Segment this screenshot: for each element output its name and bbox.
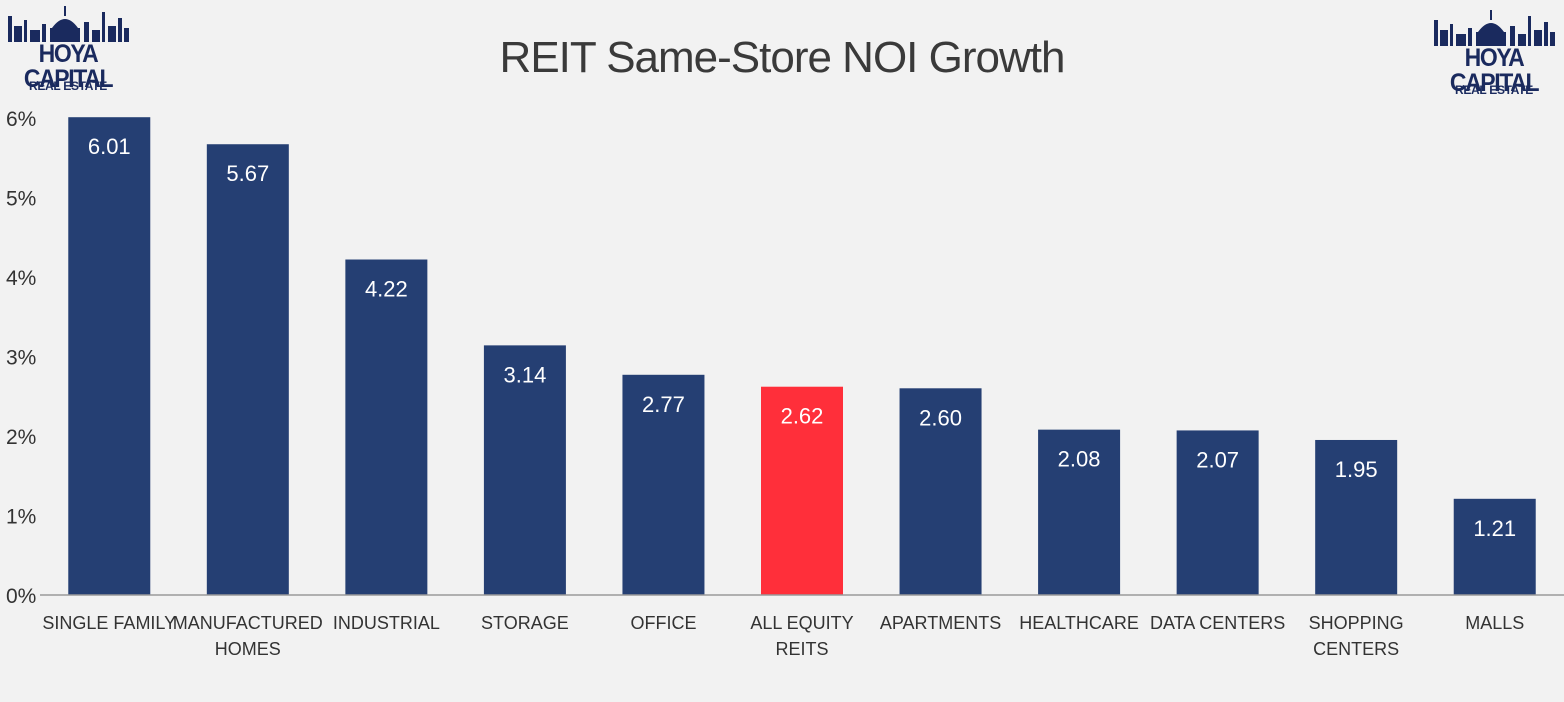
y-tick-label: 2% [6,426,36,449]
bar [1453,498,1536,595]
bar-value-label: 5.67 [226,161,269,186]
bar-value-label: 2.07 [1196,447,1239,472]
x-tick-label: STORAGE [481,613,569,633]
y-tick-label: 5% [6,188,36,211]
y-axis: 0% 1% 2% 3% 4% 5% 6% [6,108,36,608]
bar-value-label: 2.62 [781,404,824,429]
x-tick-label: SHOPPING [1309,613,1404,633]
bar-value-label: 1.95 [1335,457,1378,482]
bar [1176,430,1259,595]
bar-value-label: 6.01 [88,134,131,159]
bar-value-label: 2.08 [1058,447,1101,472]
x-tick-label: HEALTHCARE [1019,613,1139,633]
logo-subtitle: REAL ESTATE [28,79,108,93]
skyline-icon [8,6,129,42]
bar [899,388,982,595]
chart-title: REIT Same-Store NOI Growth [500,33,1065,82]
x-tick-label: HOMES [215,639,281,659]
hoya-capital-logo-right: HOYA CAPITAL REAL ESTATE [1432,6,1556,106]
logo-name: HOYA CAPITAL [23,40,114,93]
bar-value-label: 4.22 [365,277,408,302]
x-tick-label: ALL EQUITY [750,613,853,633]
logo-subtitle: REAL ESTATE [1454,83,1534,97]
bars-layer: 6.01 5.67 4.22 3.14 2.77 2.62 2.60 2.08 2.07 1.95… [68,117,1536,596]
bar [345,259,428,595]
y-tick-label: 3% [6,347,36,370]
bar [1315,439,1398,595]
skyline-icon [1434,10,1555,46]
bar-value-label: 2.60 [919,405,962,430]
bar [761,386,843,595]
x-tick-label: OFFICE [630,613,696,633]
bar-value-label: 1.21 [1473,516,1516,541]
logo-name: HOYA CAPITAL [1449,44,1540,97]
x-tick-label: INDUSTRIAL [333,613,440,633]
bar [483,345,566,595]
bar [1038,429,1121,595]
x-tick-label: CENTERS [1313,639,1399,659]
bar [206,144,289,596]
bar-value-label: 3.14 [503,362,546,387]
bar-value-label: 2.77 [642,392,685,417]
bar [68,117,151,595]
x-tick-label: DATA CENTERS [1150,613,1285,633]
x-tick-label: MANUFACTURED [173,613,323,633]
y-tick-label: 6% [6,108,36,131]
y-tick-label: 1% [6,506,36,529]
x-tick-label: REITS [775,639,828,659]
x-tick-label: MALLS [1465,613,1524,633]
y-tick-label: 0% [6,585,36,608]
bar [622,374,705,595]
y-tick-label: 4% [6,267,36,290]
hoya-capital-logo-left: HOYA CAPITAL REAL ESTATE [6,2,130,102]
x-tick-label: SINGLE FAMILY [42,613,176,633]
x-tick-label: APARTMENTS [880,613,1001,633]
